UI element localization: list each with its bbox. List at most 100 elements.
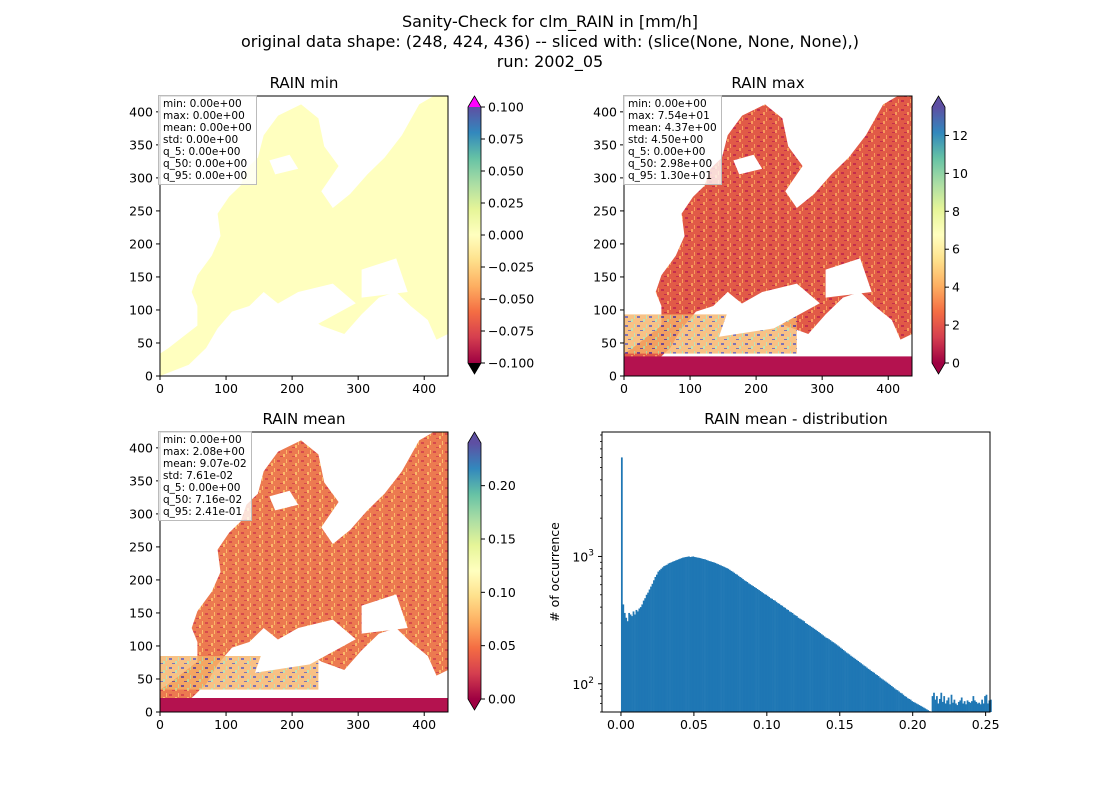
min--colorbar-extend-bottom [468, 363, 481, 374]
hist-bar [938, 698, 941, 712]
hist-bar [968, 701, 970, 712]
max--colorbar-label: 6 [952, 242, 960, 257]
hist-bar [959, 700, 962, 712]
hist-bar [876, 675, 878, 712]
hist-ylabel: # of occurrence [547, 522, 562, 622]
hist-bar [861, 664, 864, 712]
hist-bar [817, 632, 820, 712]
hist-bar [688, 556, 690, 712]
hist-bar [890, 686, 893, 712]
hist-bar [822, 635, 825, 712]
hist-bar [779, 605, 782, 712]
hist-bar [683, 557, 686, 712]
max-xtick-label: 300 [810, 381, 834, 396]
max-ytick-label: 400 [593, 104, 617, 119]
hist-bar [941, 701, 944, 712]
hist-bar [755, 588, 757, 712]
hist-bar [740, 577, 743, 712]
min-xtick-label: 400 [412, 381, 436, 396]
hist-bar [864, 666, 867, 712]
hist-bar [860, 663, 862, 712]
hist-bar [730, 570, 733, 712]
figure-title-line-2: original data shape: (248, 424, 436) -- … [241, 32, 859, 51]
stats-line: q_50: 7.16e-02 [163, 494, 243, 506]
hist-bar [833, 643, 836, 712]
hist-xtick-label: 0.05 [680, 717, 708, 732]
min--colorbar-label: 0.100 [488, 100, 524, 115]
hist-bar [771, 598, 773, 712]
hist-xtick-label: 0.15 [826, 717, 854, 732]
hist-bar [884, 681, 887, 712]
mean--colorbar-label: 0.05 [488, 638, 516, 653]
hist-xtick-label: 0.10 [753, 717, 781, 732]
mean-axes-frame [159, 431, 449, 713]
stats-line: std: 4.50e+00 [628, 134, 704, 146]
hist-bar [724, 567, 727, 712]
hist-bar [819, 633, 822, 712]
hist-bar [655, 574, 658, 712]
hist-bar [664, 565, 667, 712]
max-xtick-label: 200 [744, 381, 768, 396]
hist-bar [663, 566, 666, 712]
hist-bar [635, 609, 638, 712]
hist-bar [839, 647, 842, 712]
hist-bar [689, 557, 692, 712]
hist-bar [852, 657, 855, 712]
hist-bar [638, 608, 641, 712]
hist-bar [908, 698, 911, 712]
hist-bar [628, 612, 631, 712]
hist-xtick-label: 0.00 [607, 717, 635, 732]
min-ytick-label: 150 [129, 269, 153, 284]
mean-xtick-label: 100 [214, 717, 238, 732]
hist-bar [969, 702, 972, 712]
hist-bar [672, 561, 674, 712]
mean-title: RAIN mean [262, 410, 345, 428]
hist-bar [873, 672, 876, 712]
hist-bar [896, 690, 899, 712]
hist-bar [936, 696, 938, 712]
max-xtick-label: 0 [620, 381, 628, 396]
hist-bar [848, 654, 851, 712]
min--colorbar-label: −0.075 [488, 324, 534, 339]
mean-xtick-label: 400 [412, 717, 436, 732]
hist-bar [623, 612, 626, 712]
hist-bar [854, 658, 857, 712]
mean--colorbar-extend-bottom [468, 699, 481, 710]
min-ytick-label: 0 [145, 369, 153, 384]
hist-bar [774, 600, 776, 712]
mean-ytick-label: 200 [129, 572, 153, 587]
hist-bar [653, 580, 655, 712]
stats-line: mean: 0.00e+00 [163, 122, 252, 134]
min-ytick-label: 400 [129, 104, 153, 119]
hist-bar [739, 576, 741, 712]
stats-line: q_5: 0.00e+00 [628, 146, 706, 158]
max-ytick-label: 0 [609, 369, 617, 384]
stats-line: q_5: 0.00e+00 [163, 482, 241, 494]
hist-bar [962, 703, 965, 712]
hist-bar [746, 582, 749, 712]
hist-bar [720, 565, 722, 712]
hist-bar [825, 637, 827, 712]
mean-sea [361, 594, 408, 634]
hist-bar [899, 692, 902, 712]
min--colorbar-extend-top [468, 96, 481, 107]
mean-ytick-label: 50 [137, 671, 153, 686]
hist-bar [692, 556, 695, 712]
hist-bar [756, 589, 759, 712]
hist-bar [858, 662, 861, 712]
min--colorbar-label: 0.075 [488, 132, 524, 147]
hist-bar [743, 580, 746, 712]
hist-bar [921, 706, 924, 712]
stats-line: min: 0.00e+00 [163, 98, 242, 110]
hist-bar [620, 457, 623, 712]
stats-box-max: min: 0.00e+00 max: 7.54e+01 mean: 4.37e+… [623, 95, 722, 185]
hist-bar [723, 566, 725, 712]
hist-bar [927, 710, 930, 712]
hist-bar [701, 558, 703, 712]
hist-bar [978, 702, 981, 712]
hist-bar [622, 604, 625, 712]
hist-bar [838, 646, 841, 712]
stats-line: std: 0.00e+00 [163, 134, 239, 146]
hist-bar [650, 586, 652, 712]
hist-bar [718, 564, 721, 712]
